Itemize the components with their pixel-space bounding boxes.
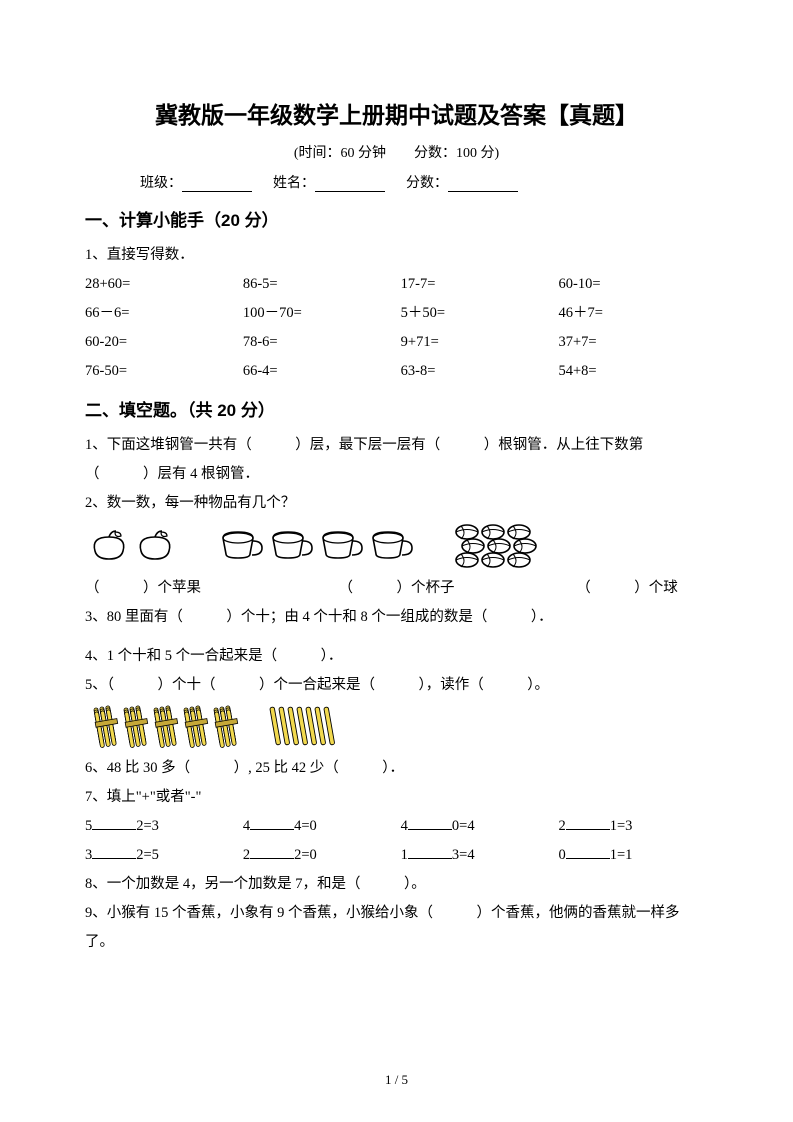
page-number: 1 / 5	[0, 1072, 793, 1088]
apples-icon	[89, 529, 187, 563]
calc-cell: 63-8=	[401, 357, 551, 386]
meta-line: (时间：60 分钟 分数：100 分)	[85, 142, 708, 162]
q7-cell: 32=5	[85, 841, 235, 870]
count-images	[89, 522, 708, 570]
s2-q9: 9、小猴有 15 个香蕉，小象有 9 个香蕉，小猴给小象（ ）个香蕉，他俩的香蕉…	[85, 899, 708, 957]
s2-q3: 3、80 里面有（ ）个十；由 4 个十和 8 个一组成的数是（ ）．	[85, 603, 708, 632]
calc-row: 66－6= 100－70= 5＋50=46＋7=	[85, 299, 708, 328]
q7-row: 32=5 22=0 13=401=1	[85, 841, 708, 870]
spacer	[85, 632, 708, 642]
q7-cell: 52=3	[85, 812, 235, 841]
calc-row: 28+60= 86-5= 17-7=60-10=	[85, 270, 708, 299]
page: { "title": "冀教版一年级数学上册期中试题及答案【真题】", "met…	[0, 0, 793, 1122]
calc-cell: 76-50=	[85, 357, 235, 386]
calc-cell: 60-10=	[558, 270, 708, 299]
s2-q2: 2、数一数，每一种物品有几个？	[85, 489, 708, 518]
s2-q5: 5、（ ）个十（ ）个一合起来是（ ），读作（ ）。	[85, 671, 708, 700]
s2-q8: 8、一个加数是 4，另一个加数是 7，和是（ ）。	[85, 870, 708, 899]
balls-icon	[453, 522, 549, 570]
calc-cell: 78-6=	[243, 328, 393, 357]
class-blank	[182, 175, 252, 192]
section2-body: 1、下面这堆钢管一共有（ ）层，最下层一层有（ ）根钢管．从上往下数第（ ）层有…	[85, 431, 708, 957]
score-blank	[448, 175, 518, 192]
calc-cell: 60-20=	[85, 328, 235, 357]
calc-cell: 46＋7=	[558, 299, 708, 328]
sticks-icon	[269, 704, 346, 750]
ball-label: （ ）个球	[546, 574, 708, 603]
q7-cell: 22=0	[243, 841, 393, 870]
calc-row: 76-50= 66-4= 63-8=54+8=	[85, 357, 708, 386]
calc-cell: 100－70=	[243, 299, 393, 328]
identity-line: 班级： 姓名： 分数：	[85, 172, 708, 192]
cups-icon	[215, 528, 425, 564]
count-labels: （ ）个苹果 （ ）个杯子 （ ）个球	[85, 574, 708, 603]
s2-q1: 1、下面这堆钢管一共有（ ）层，最下层一层有（ ）根钢管．从上往下数第（ ）层有…	[85, 431, 708, 489]
calc-rows: 28+60= 86-5= 17-7=60-10= 66－6= 100－70= 5＋50=4…	[85, 270, 708, 386]
q7-cell: 13=4	[401, 841, 551, 870]
score-label: 分数：	[406, 176, 448, 191]
q7-cell: 44=0	[243, 812, 393, 841]
page-title: 冀教版一年级数学上册期中试题及答案【真题】	[85, 96, 708, 130]
s2-q6: 6、48 比 30 多（ ）, 25 比 42 少（ ）．	[85, 754, 708, 783]
bundles-icon	[89, 704, 255, 750]
section1-body: 1、直接写得数． 28+60= 86-5= 17-7=60-10= 66－6= 100－…	[85, 241, 708, 386]
q7-rows: 52=3 44=0 40=421=3 32=5 22=0 13=401=1	[85, 812, 708, 870]
apple-label: （ ）个苹果	[85, 574, 247, 603]
q7-row: 52=3 44=0 40=421=3	[85, 812, 708, 841]
calc-cell: 66-4=	[243, 357, 393, 386]
bundle-images	[89, 704, 708, 750]
calc-cell: 86-5=	[243, 270, 393, 299]
calc-cell: 5＋50=	[401, 299, 551, 328]
name-blank	[315, 175, 385, 192]
s2-q4: 4、1 个十和 5 个一合起来是（ ）．	[85, 642, 708, 671]
s2-q7: 7、填上"+"或者"-"	[85, 783, 708, 812]
calc-cell: 37+7=	[558, 328, 708, 357]
section1-heading: 一、计算小能手（20 分）	[85, 206, 708, 231]
calc-cell: 66－6=	[85, 299, 235, 328]
class-label: 班级：	[140, 176, 182, 191]
q1-label: 1、直接写得数．	[85, 241, 708, 270]
calc-cell: 54+8=	[558, 357, 708, 386]
q7-cell: 40=4	[401, 812, 551, 841]
calc-row: 60-20= 78-6= 9+71=37+7=	[85, 328, 708, 357]
cup-label: （ ）个杯子	[272, 574, 521, 603]
calc-cell: 9+71=	[401, 328, 551, 357]
name-label: 姓名：	[273, 176, 315, 191]
calc-cell: 28+60=	[85, 270, 235, 299]
calc-cell: 17-7=	[401, 270, 551, 299]
q7-cell: 21=3	[558, 812, 708, 841]
section2-heading: 二、填空题。（共 20 分）	[85, 396, 708, 421]
q7-cell: 01=1	[558, 841, 708, 870]
